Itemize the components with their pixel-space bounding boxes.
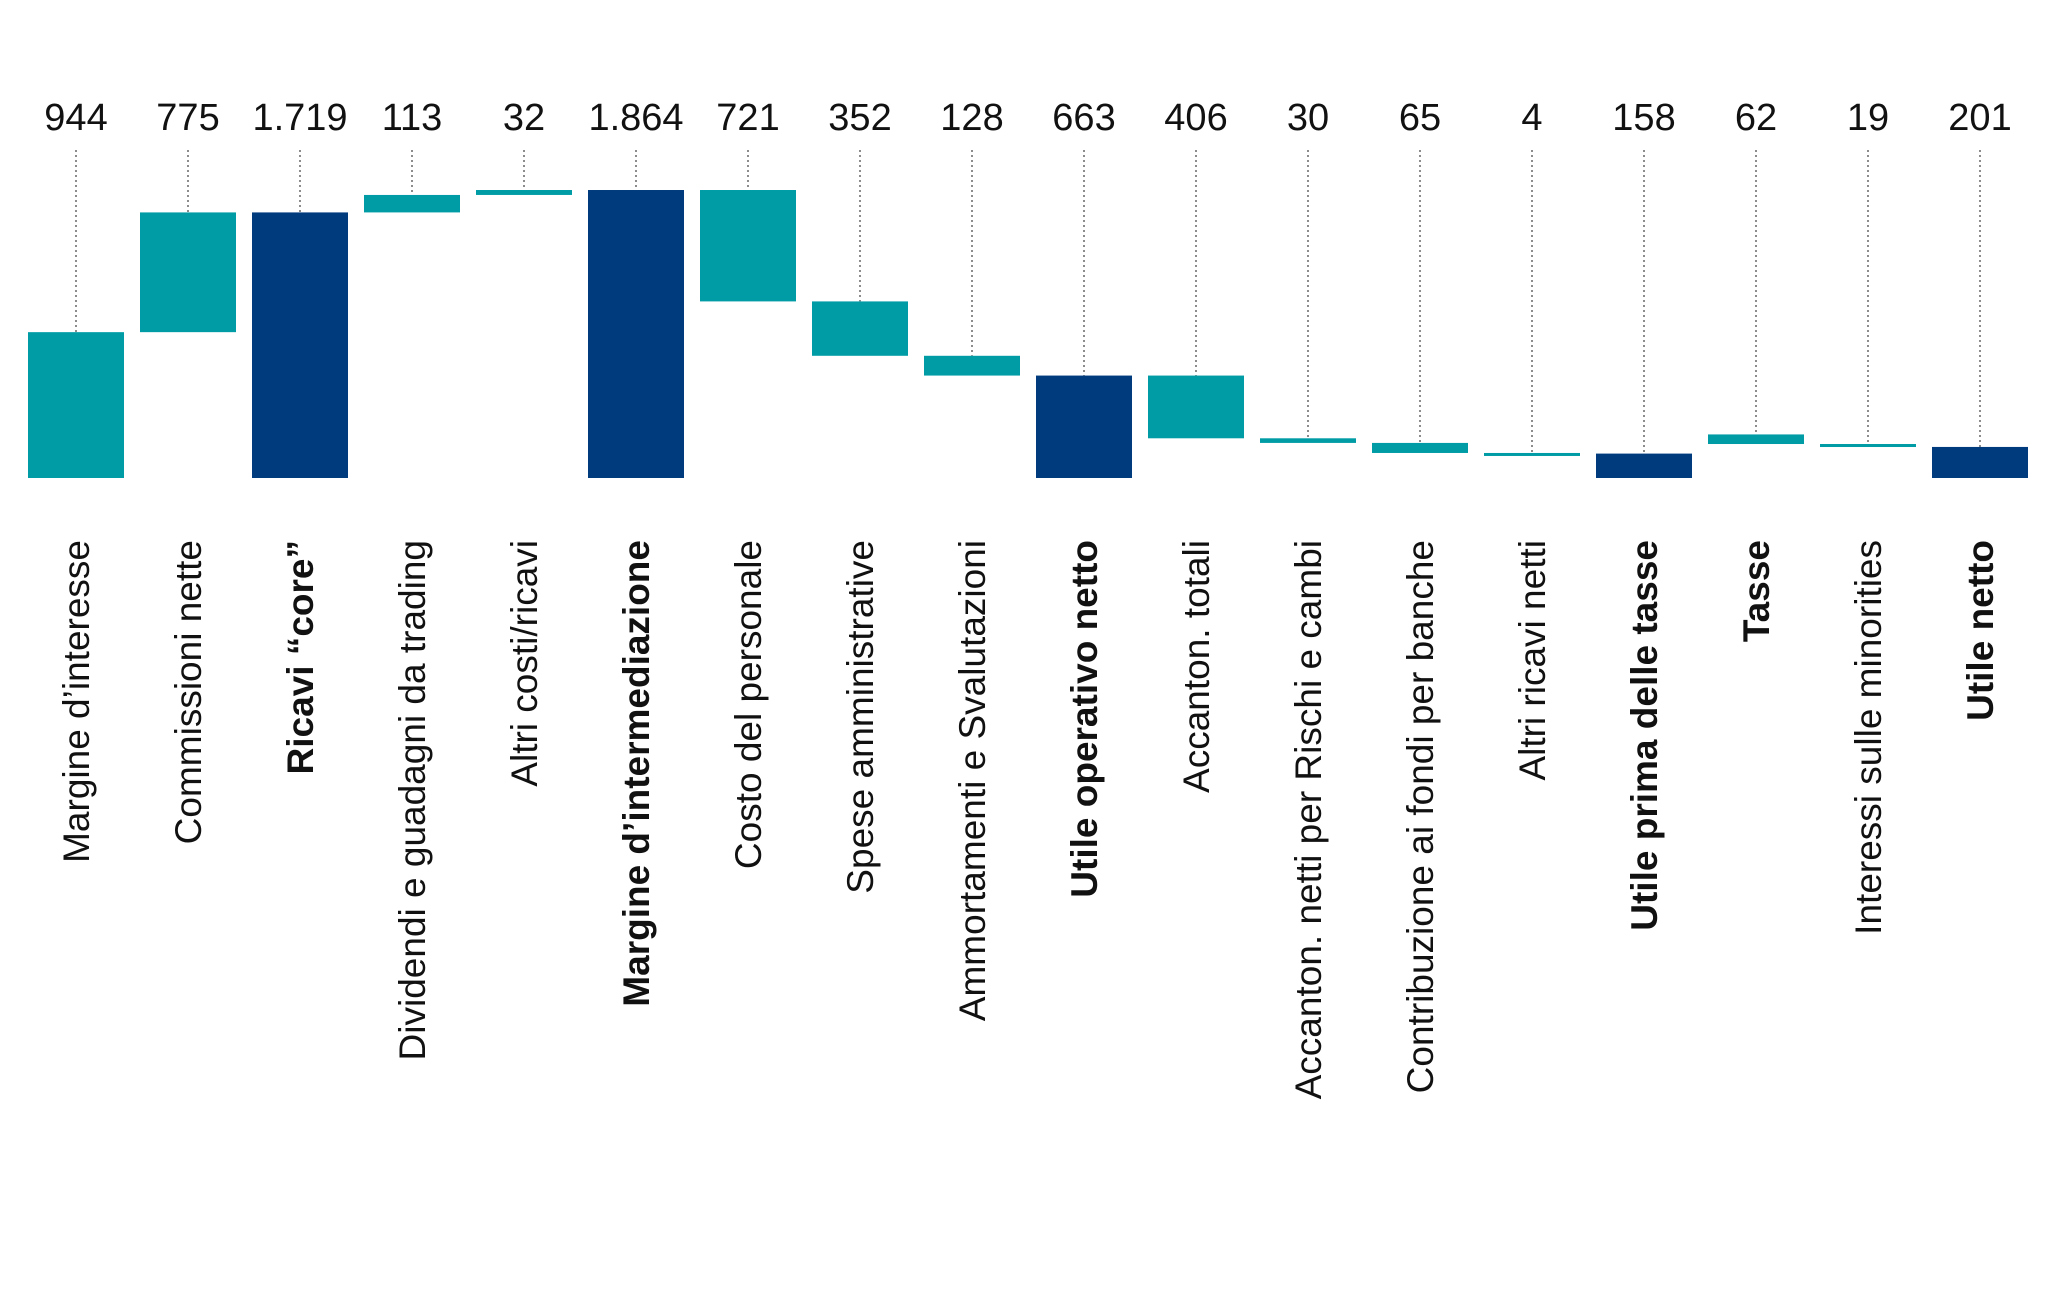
bar-4 (476, 190, 572, 195)
bar-17 (1932, 446, 2028, 478)
category-label: Margine d’intermediazione (616, 540, 657, 1007)
value-label: 1.864 (588, 97, 683, 139)
value-label: 352 (828, 97, 891, 139)
bar-6 (700, 190, 796, 302)
value-label: 65 (1399, 97, 1441, 139)
bar-2 (252, 212, 348, 479)
bar-8 (924, 355, 1020, 376)
value-labels: 944 775 1.719 113 32 1.864 721 352 128 663 406 30 65… (44, 97, 2011, 139)
value-label: 158 (1612, 97, 1675, 139)
value-label: 30 (1287, 97, 1329, 139)
bar-10 (1148, 375, 1244, 439)
category-label: Margine d’interesse (56, 540, 97, 863)
category-label: Ricavi “core” (280, 540, 321, 774)
value-label: 721 (716, 97, 779, 139)
value-label: 62 (1735, 97, 1777, 139)
category-label: Costo del personale (728, 540, 769, 869)
category-label: Tasse (1736, 540, 1777, 642)
bar-7 (812, 301, 908, 356)
value-label: 32 (503, 97, 545, 139)
category-label: Interessi sulle minorities (1848, 540, 1889, 935)
bar-12 (1372, 442, 1468, 453)
value-label: 1.719 (252, 97, 347, 139)
bars (28, 190, 2028, 479)
value-label: 406 (1164, 97, 1227, 139)
category-label: Altri costi/ricavi (504, 540, 545, 787)
bar-1 (140, 212, 236, 333)
value-label: 775 (156, 97, 219, 139)
category-label: Contribuzione ai fondi per banche (1400, 540, 1441, 1093)
bar-3 (364, 194, 460, 213)
category-label: Altri ricavi netti (1512, 540, 1553, 781)
category-label: Utile operativo netto (1064, 540, 1105, 898)
category-label: Commissioni nette (168, 540, 209, 844)
value-label: 113 (382, 97, 443, 139)
value-label: 4 (1521, 97, 1542, 139)
bar-15 (1708, 434, 1804, 445)
category-label: Utile netto (1960, 540, 2001, 721)
value-label: 201 (1948, 97, 2011, 139)
bar-13 (1484, 452, 1580, 456)
bar-14 (1596, 453, 1692, 478)
category-label: Accanton. netti per Rischi e cambi (1288, 540, 1329, 1099)
value-label: 19 (1847, 97, 1889, 139)
category-label: Spese amministrative (840, 540, 881, 894)
category-label: Accanton. totali (1176, 540, 1217, 793)
bar-11 (1260, 438, 1356, 443)
bar-16 (1820, 444, 1916, 448)
bar-9 (1036, 375, 1132, 478)
bar-5 (588, 190, 684, 478)
value-label: 128 (940, 97, 1003, 139)
bar-0 (28, 332, 124, 478)
category-label: Ammortamenti e Svalutazioni (952, 540, 993, 1021)
category-label: Utile prima delle tasse (1624, 540, 1665, 931)
category-label: Dividendi e guadagni da trading (392, 540, 433, 1060)
value-label: 944 (44, 97, 107, 139)
leader-lines (75, 150, 1981, 454)
category-labels: Margine d’interesse Commissioni nette Rica… (56, 540, 2001, 1099)
value-label: 663 (1052, 97, 1115, 139)
